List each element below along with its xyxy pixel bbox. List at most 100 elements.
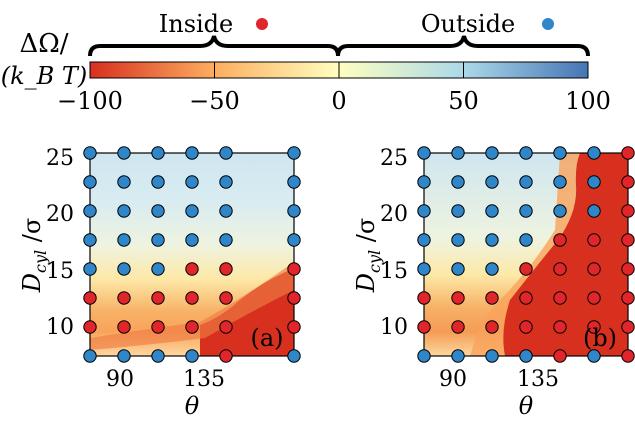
data-point-outside xyxy=(287,349,301,363)
data-point-outside xyxy=(485,146,499,160)
panel-a-ytick-20: 20 xyxy=(46,202,74,227)
data-point-outside xyxy=(185,146,199,160)
data-point-outside xyxy=(83,175,97,189)
data-point-outside xyxy=(519,146,533,160)
data-point-inside xyxy=(219,291,233,305)
colorbar-ticks: −100 −50 0 50 100 xyxy=(57,62,611,115)
data-point-outside xyxy=(587,204,601,218)
data-point-outside xyxy=(485,204,499,218)
data-point-outside xyxy=(587,349,601,363)
panel-b-xlabel: θ xyxy=(519,392,534,420)
data-point-outside xyxy=(151,204,165,218)
panel-a-ytick-15: 15 xyxy=(46,259,74,284)
data-point-outside xyxy=(117,349,131,363)
data-point-outside xyxy=(219,175,233,189)
brace-outside xyxy=(336,35,590,57)
data-point-outside xyxy=(451,233,465,247)
data-point-outside xyxy=(519,349,533,363)
panel-a-xlabel: θ xyxy=(185,392,200,420)
data-point-outside xyxy=(83,262,97,276)
data-point-inside xyxy=(417,320,431,334)
data-point-outside xyxy=(417,262,431,276)
data-point-outside xyxy=(485,175,499,189)
panel-b-label: (b) xyxy=(583,324,617,352)
panel-b-axes: 25 20 15 10 90 135 θ Dcyl /σ xyxy=(352,146,559,420)
data-point-outside xyxy=(519,233,533,247)
data-point-inside xyxy=(519,262,533,276)
data-point-outside xyxy=(587,175,601,189)
data-point-outside xyxy=(117,175,131,189)
data-point-inside xyxy=(117,291,131,305)
panel-a-ylabel: Dcyl /σ xyxy=(18,218,50,293)
colorbar-tick-label: 100 xyxy=(565,87,611,115)
data-point-inside xyxy=(621,320,635,334)
panel-b-ytick-20: 20 xyxy=(380,202,408,227)
panel-b-ylabel: Dcyl /σ xyxy=(352,218,384,293)
data-point-outside xyxy=(185,204,199,218)
legend-inside-marker xyxy=(256,18,268,30)
panel-b-ytick-25: 25 xyxy=(380,146,408,171)
data-point-inside xyxy=(621,291,635,305)
data-point-inside xyxy=(151,291,165,305)
data-point-outside xyxy=(151,349,165,363)
panel-b-xtick-90: 90 xyxy=(439,367,467,392)
panel-a-axes: 25 20 15 10 90 135 θ Dcyl /σ xyxy=(18,146,225,420)
svg-text:Dcyl /σ: Dcyl /σ xyxy=(18,218,50,293)
data-point-outside xyxy=(553,204,567,218)
data-point-outside xyxy=(485,262,499,276)
colorbar-tick-label: 50 xyxy=(448,87,479,115)
data-point-outside xyxy=(451,175,465,189)
panel-a-ytick-10: 10 xyxy=(46,315,74,340)
data-point-outside xyxy=(553,175,567,189)
data-point-inside xyxy=(621,175,635,189)
panel-a: (a) xyxy=(83,146,301,363)
panel-b-ylabel-main: D xyxy=(352,273,380,293)
data-point-inside xyxy=(519,320,533,334)
data-point-outside xyxy=(185,175,199,189)
data-point-inside xyxy=(553,233,567,247)
data-point-inside xyxy=(83,291,97,305)
data-point-outside xyxy=(185,349,199,363)
data-point-outside xyxy=(519,204,533,218)
panel-a-xtick-90: 90 xyxy=(106,367,134,392)
data-point-outside xyxy=(117,204,131,218)
data-point-outside xyxy=(287,146,301,160)
data-point-inside xyxy=(287,291,301,305)
data-point-outside xyxy=(83,204,97,218)
colorbar-tick-label: −100 xyxy=(57,87,123,115)
data-point-inside xyxy=(219,349,233,363)
data-point-outside xyxy=(219,204,233,218)
data-point-outside xyxy=(587,146,601,160)
data-point-outside xyxy=(219,233,233,247)
data-point-inside xyxy=(519,291,533,305)
data-point-inside xyxy=(553,262,567,276)
svg-text:Dcyl /σ: Dcyl /σ xyxy=(352,218,384,293)
data-point-outside xyxy=(485,233,499,247)
panel-a-xtick-135: 135 xyxy=(183,367,225,392)
panel-a-ylabel-sub: cyl xyxy=(31,250,50,273)
data-point-inside xyxy=(621,233,635,247)
data-point-inside xyxy=(587,291,601,305)
data-point-inside xyxy=(621,349,635,363)
colorbar-tick-label: 0 xyxy=(331,87,346,115)
data-point-outside xyxy=(117,146,131,160)
panel-b-ytick-10: 10 xyxy=(380,315,408,340)
data-point-outside xyxy=(451,262,465,276)
data-point-inside xyxy=(117,320,131,334)
data-point-outside xyxy=(287,233,301,247)
data-point-inside xyxy=(485,291,499,305)
data-point-inside xyxy=(287,262,301,276)
data-point-outside xyxy=(451,349,465,363)
data-point-outside xyxy=(485,349,499,363)
panel-b-xtick-135: 135 xyxy=(517,367,559,392)
data-point-inside xyxy=(621,262,635,276)
panel-b-ylabel-sub: cyl xyxy=(365,250,384,273)
panel-b-red-region xyxy=(503,153,628,356)
colorbar-tick-label: −50 xyxy=(189,87,240,115)
data-point-inside xyxy=(451,291,465,305)
colorbar-label-line1: ΔΩ/ xyxy=(19,29,68,59)
legend-inside-label: Inside xyxy=(159,10,234,38)
data-point-outside xyxy=(451,146,465,160)
panel-a-ytick-25: 25 xyxy=(46,146,74,171)
